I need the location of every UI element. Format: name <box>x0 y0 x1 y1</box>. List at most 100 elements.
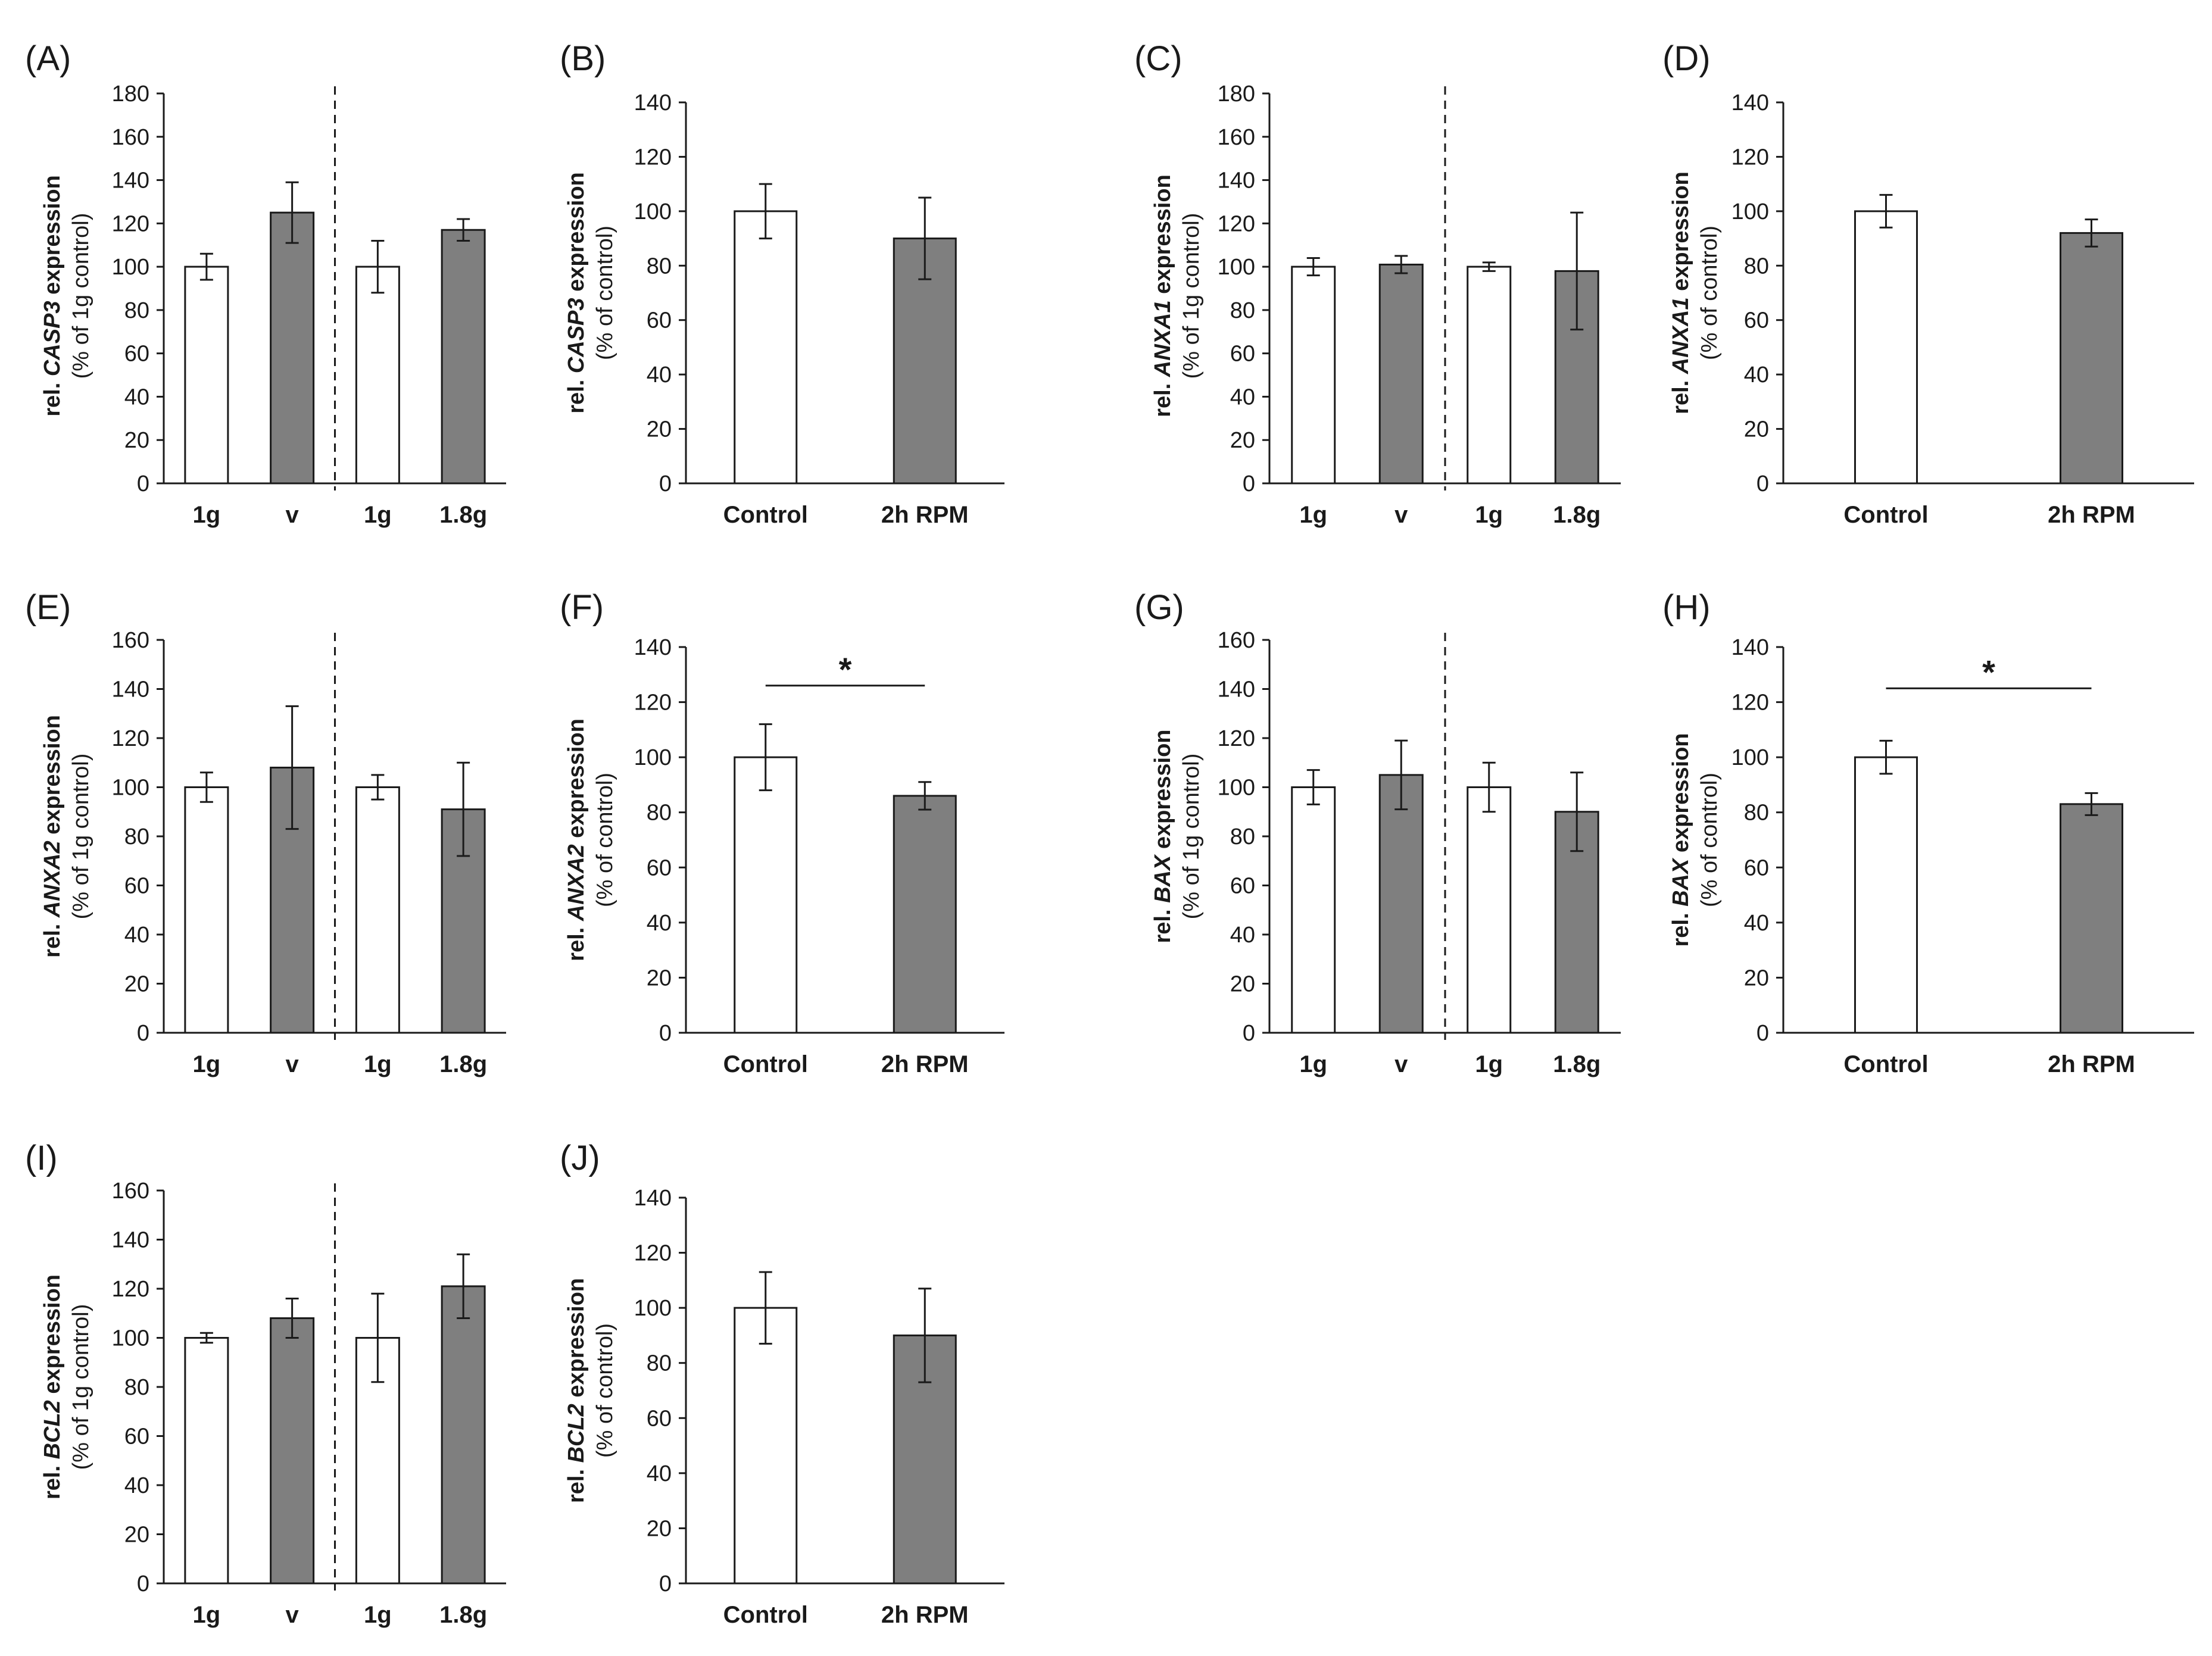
y-axis-label-unit: (% of 1g control) <box>1179 754 1204 920</box>
y-tick-label: 80 <box>1230 824 1255 849</box>
y-tick-label: 60 <box>124 1424 149 1449</box>
panel-label-g: (G) <box>1134 588 1184 627</box>
y-axis-label-suffix: expression <box>564 1278 589 1404</box>
bar <box>1854 756 1918 1034</box>
y-axis-label-gene: ANXA1 <box>1668 297 1693 374</box>
x-category-label: 1g <box>1475 502 1503 528</box>
x-category-label: 1g <box>364 502 392 528</box>
bar <box>1378 774 1424 1034</box>
y-tick-label: 120 <box>112 726 149 751</box>
y-axis-label-unit: (% of control) <box>592 1323 617 1458</box>
y-axis-label-suffix: expression <box>1150 729 1175 855</box>
bar <box>734 210 798 485</box>
y-tick-label: 0 <box>1243 471 1255 496</box>
bar <box>441 229 486 485</box>
y-tick-label: 40 <box>647 1461 672 1486</box>
y-axis-label-unit: (% of control) <box>1697 226 1722 360</box>
y-axis-label-e: rel. ANXA2 expression (% of 1g control) <box>40 715 93 958</box>
y-tick-label: 0 <box>137 1571 149 1596</box>
y-tick-label: 20 <box>1744 417 1769 442</box>
y-tick-label: 180 <box>1218 82 1255 107</box>
y-tick-label: 120 <box>1218 726 1255 751</box>
y-tick-label: 60 <box>124 874 149 899</box>
x-category-label: 1.8g <box>439 1051 487 1077</box>
y-tick-label: 140 <box>112 168 149 193</box>
bar <box>1467 265 1512 485</box>
y-axis-label-gene: BAX <box>1668 857 1693 907</box>
y-tick-label: 80 <box>1744 254 1769 279</box>
y-axis-label-f: rel. ANXA2 expression (% of control) <box>564 718 617 961</box>
bar <box>355 786 400 1034</box>
y-tick-label: 60 <box>1230 342 1255 367</box>
y-tick-label: 100 <box>112 1326 149 1351</box>
y-tick-label: 140 <box>1218 168 1255 193</box>
y-tick-label: 100 <box>112 255 149 280</box>
x-category-label: Control <box>1843 1051 1928 1077</box>
y-axis-label-gene: BCL2 <box>40 1400 65 1459</box>
y-tick-label: 40 <box>1230 923 1255 948</box>
y-tick-label: 20 <box>1230 428 1255 453</box>
y-axis-label-prefix: rel. <box>1150 903 1175 943</box>
x-category-label: v <box>1394 502 1408 528</box>
y-tick-label: 120 <box>112 211 149 236</box>
chart-panel-h: (H) rel. BAX expression (% of control) 0 20 4… <box>1662 588 2194 1077</box>
x-category-label: 2h RPM <box>881 1051 969 1077</box>
x-category-label: Control <box>723 1602 808 1628</box>
y-axis-label-prefix: rel. <box>40 1459 65 1499</box>
y-tick-label: 20 <box>124 972 149 997</box>
y-tick-label: 80 <box>1744 801 1769 826</box>
bar <box>184 265 229 485</box>
y-tick-label: 160 <box>112 125 149 150</box>
y-tick-label: 0 <box>659 471 672 496</box>
y-axis-label-j: rel. BCL2 expression (% of control) <box>564 1278 617 1503</box>
y-axis-label-gene: ANXA2 <box>40 841 65 918</box>
x-category-label: 1g <box>193 502 221 528</box>
y-tick-label: 160 <box>112 628 149 653</box>
y-axis-label-suffix: expression <box>1668 171 1693 297</box>
y-axis-label-suffix: expression <box>1668 733 1693 858</box>
y-axis-label-prefix: rel. <box>564 1463 589 1503</box>
bar <box>1854 210 1918 485</box>
bar <box>1291 265 1336 485</box>
x-category-label: 1g <box>193 1602 221 1628</box>
y-tick-label: 20 <box>647 417 672 442</box>
y-tick-label: 100 <box>634 199 672 224</box>
x-category-label: 1g <box>364 1602 392 1628</box>
y-tick-label: 20 <box>124 428 149 453</box>
y-axis-label-suffix: expression <box>40 175 65 301</box>
y-tick-label: 60 <box>647 1406 672 1431</box>
y-tick-label: 80 <box>124 824 149 849</box>
y-axis-label-c: rel. ANXA1 expression (% of 1g control) <box>1150 174 1204 417</box>
bar <box>893 1334 957 1585</box>
y-tick-label: 120 <box>634 145 672 170</box>
y-axis-label-a: rel. CASP3 expression (% of 1g control) <box>40 175 93 417</box>
y-axis-label-suffix: expression <box>564 172 589 298</box>
y-tick-label: 140 <box>1731 635 1769 660</box>
x-category-label: 2h RPM <box>881 502 969 528</box>
bar <box>1291 786 1336 1034</box>
y-tick-label: 100 <box>1731 199 1769 224</box>
chart-panel-d: (D) rel. ANXA1 expression (% of control) 0 2… <box>1662 39 2194 528</box>
panel-label-b: (B) <box>560 39 606 78</box>
chart-panel-j: (J) rel. BCL2 expression (% of control) 0 20… <box>560 1139 1004 1628</box>
bar <box>355 265 400 485</box>
y-tick-label: 80 <box>647 801 672 826</box>
y-axis-label-unit: (% of control) <box>592 226 617 360</box>
chart-panel-g: (G) rel. BAX expression (% of 1g control) 0… <box>1134 588 1621 1077</box>
x-category-label: 1g <box>1475 1051 1503 1077</box>
y-axis-label-suffix: expression <box>40 1274 65 1400</box>
y-tick-label: 40 <box>647 363 672 388</box>
y-axis-label-gene: BAX <box>1150 854 1175 903</box>
bar <box>441 1285 486 1585</box>
y-tick-label: 0 <box>1243 1021 1255 1046</box>
y-tick-label: 0 <box>659 1571 672 1596</box>
y-axis-label-prefix: rel. <box>1150 377 1175 417</box>
bar <box>184 786 229 1034</box>
panel-label-a: (A) <box>25 39 71 78</box>
x-category-label: 1g <box>1299 1051 1327 1077</box>
y-axis-label-unit: (% of 1g control) <box>68 1304 93 1470</box>
y-tick-label: 160 <box>1218 125 1255 150</box>
y-tick-label: 100 <box>634 745 672 770</box>
y-tick-label: 100 <box>1218 776 1255 801</box>
x-category-label: 1.8g <box>1553 502 1600 528</box>
